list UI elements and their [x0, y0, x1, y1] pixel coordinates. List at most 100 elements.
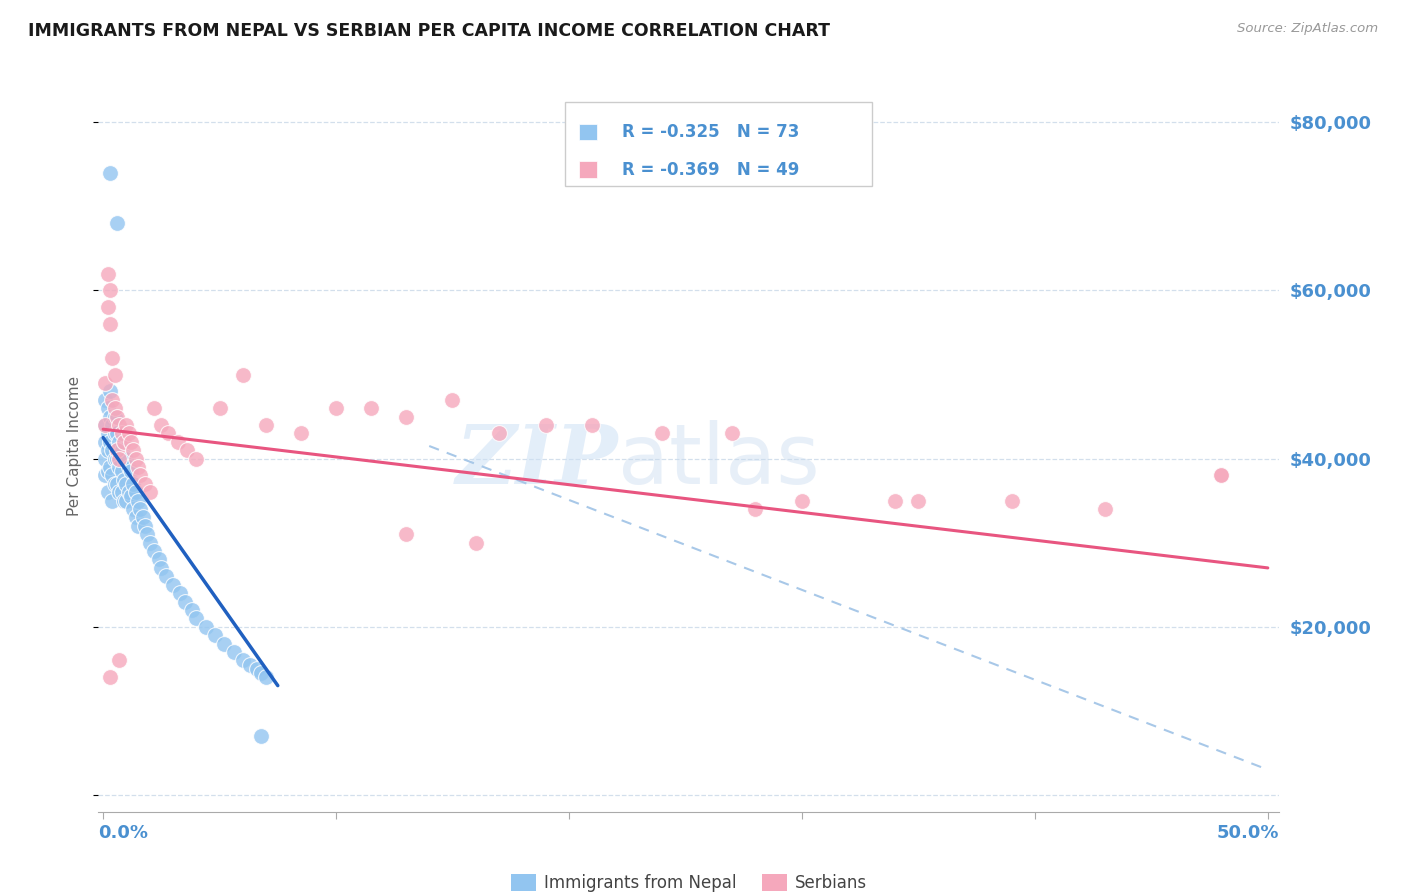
Point	[127, 493, 149, 508]
Point	[108, 451, 131, 466]
Point	[162, 578, 184, 592]
Point	[232, 653, 254, 667]
Point	[94, 417, 117, 432]
Point	[395, 409, 418, 424]
Point	[129, 468, 152, 483]
Point	[290, 426, 312, 441]
Point	[115, 493, 138, 508]
Point	[94, 376, 117, 390]
Point	[115, 451, 138, 466]
Text: atlas: atlas	[619, 420, 820, 501]
Point	[122, 476, 145, 491]
Point	[104, 401, 127, 416]
Point	[1211, 468, 1233, 483]
Point	[180, 603, 202, 617]
Point	[186, 611, 208, 625]
Point	[125, 510, 148, 524]
Point	[1211, 468, 1233, 483]
Point	[105, 216, 128, 230]
Point	[101, 468, 124, 483]
Point	[94, 434, 117, 449]
Point	[222, 645, 245, 659]
Point	[101, 351, 124, 365]
Text: ZIP: ZIP	[456, 421, 619, 500]
Point	[101, 417, 124, 432]
Text: Source: ZipAtlas.com: Source: ZipAtlas.com	[1237, 22, 1378, 36]
Point	[136, 527, 159, 541]
Point	[118, 426, 141, 441]
Point	[98, 166, 121, 180]
Point	[98, 434, 121, 449]
Point	[108, 417, 131, 432]
Legend: Immigrants from Nepal, Serbians: Immigrants from Nepal, Serbians	[505, 867, 873, 892]
Point	[108, 434, 131, 449]
Point	[239, 657, 262, 672]
Point	[173, 594, 195, 608]
Point	[94, 451, 117, 466]
Point	[104, 426, 127, 441]
Point	[97, 485, 120, 500]
Point	[105, 409, 128, 424]
Point	[94, 417, 117, 432]
Point	[112, 451, 135, 466]
Point	[94, 468, 117, 483]
Point	[120, 434, 142, 449]
Point	[101, 493, 124, 508]
Text: R = -0.325   N = 73: R = -0.325 N = 73	[621, 123, 799, 141]
Point	[125, 451, 148, 466]
Point	[212, 636, 235, 650]
Point	[104, 451, 127, 466]
Point	[721, 426, 744, 441]
Point	[122, 502, 145, 516]
Point	[115, 476, 138, 491]
Point	[104, 368, 127, 382]
Point	[111, 464, 134, 478]
Point	[246, 662, 269, 676]
FancyBboxPatch shape	[579, 124, 598, 140]
FancyBboxPatch shape	[565, 103, 872, 186]
Point	[441, 392, 464, 407]
Point	[105, 426, 128, 441]
Point	[150, 417, 173, 432]
Point	[97, 426, 120, 441]
Point	[105, 443, 128, 458]
Point	[1000, 493, 1022, 508]
Point	[98, 317, 121, 331]
Point	[254, 417, 277, 432]
Point	[254, 670, 277, 684]
Point	[157, 426, 180, 441]
Point	[98, 460, 121, 475]
Point	[112, 493, 135, 508]
Point	[155, 569, 177, 583]
Point	[250, 729, 273, 743]
Point	[94, 392, 117, 407]
Point	[101, 443, 124, 458]
Point	[118, 485, 141, 500]
Point	[118, 460, 141, 475]
Point	[464, 535, 486, 549]
Point	[98, 284, 121, 298]
Point	[98, 384, 121, 399]
Point	[127, 519, 149, 533]
Point	[325, 401, 347, 416]
Point	[122, 443, 145, 458]
Point	[108, 460, 131, 475]
Point	[97, 300, 120, 314]
Point	[98, 670, 121, 684]
Point	[790, 493, 813, 508]
Point	[581, 417, 603, 432]
Point	[907, 493, 929, 508]
Point	[131, 510, 153, 524]
Point	[143, 401, 166, 416]
Point	[166, 434, 188, 449]
Point	[104, 476, 127, 491]
Point	[129, 502, 152, 516]
Point	[104, 409, 127, 424]
Point	[186, 451, 208, 466]
Point	[97, 267, 120, 281]
Point	[208, 401, 231, 416]
Point	[150, 561, 173, 575]
Point	[176, 443, 198, 458]
Point	[108, 485, 131, 500]
Point	[534, 417, 557, 432]
